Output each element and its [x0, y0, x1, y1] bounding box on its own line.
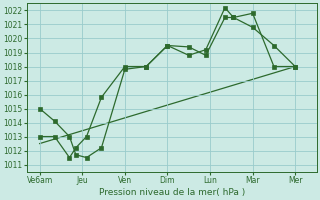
X-axis label: Pression niveau de la mer( hPa ): Pression niveau de la mer( hPa ) — [99, 188, 245, 197]
